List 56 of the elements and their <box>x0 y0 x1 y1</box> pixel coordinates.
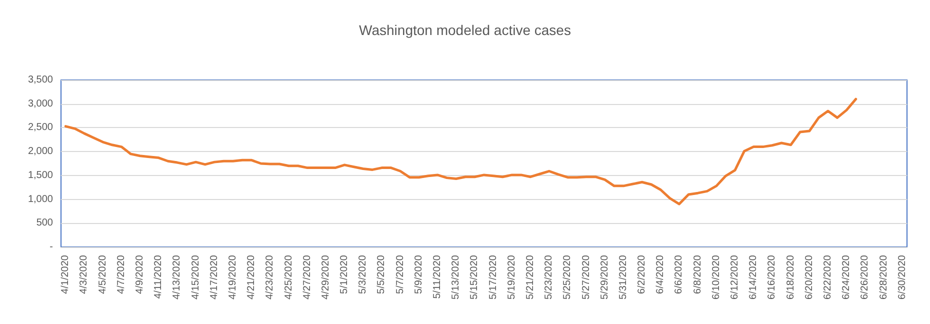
x-tick-label: 4/29/2020 <box>320 254 332 300</box>
x-tick-label: 4/5/2020 <box>97 254 108 294</box>
x-tick-label: 5/5/2020 <box>376 254 388 294</box>
x-tick-label: 5/29/2020 <box>599 254 610 300</box>
x-tick-label: 6/30/2020 <box>896 254 908 300</box>
y-tick-label: 2,000 <box>28 146 54 158</box>
x-tick-label: 6/10/2020 <box>710 254 722 300</box>
x-tick-label: 5/9/2020 <box>413 254 424 294</box>
x-tick-label: 5/1/2020 <box>339 254 350 294</box>
x-tick-label: 5/21/2020 <box>524 254 536 300</box>
x-tick-label: 6/26/2020 <box>860 254 871 300</box>
x-tick-label: 6/14/2020 <box>748 254 760 300</box>
x-tick-label: 5/3/2020 <box>358 254 369 294</box>
x-tick-label: 4/1/2020 <box>60 254 72 294</box>
x-tick-label: 5/25/2020 <box>562 254 574 300</box>
x-tick-label: 4/23/2020 <box>264 254 276 300</box>
x-tick-label: 4/11/2020 <box>153 254 164 299</box>
x-tick-label: 5/13/2020 <box>450 254 462 300</box>
x-tick-label: 5/23/2020 <box>544 254 555 300</box>
x-tick-label: 6/28/2020 <box>878 254 890 300</box>
x-tick-label: 4/13/2020 <box>172 254 183 300</box>
y-tick-label: 3,000 <box>28 98 54 110</box>
y-tick-label: 1,000 <box>28 194 54 205</box>
x-tick-label: 5/11/2020 <box>432 254 444 299</box>
x-tick-label: 5/31/2020 <box>618 254 629 300</box>
x-tick-label: 4/21/2020 <box>246 254 258 300</box>
x-tick-label: 5/17/2020 <box>488 254 499 300</box>
y-tick-label: 500 <box>36 218 54 229</box>
x-tick-label: 4/17/2020 <box>208 254 220 300</box>
x-tick-label: 5/15/2020 <box>469 254 480 300</box>
x-tick-label: 6/16/2020 <box>766 254 778 300</box>
x-tick-label: 6/20/2020 <box>804 254 815 300</box>
x-tick-label: 6/18/2020 <box>785 254 796 300</box>
x-tick-label: 6/24/2020 <box>841 254 852 300</box>
x-tick-label: 4/19/2020 <box>227 254 238 300</box>
x-tick-label: 6/2/2020 <box>636 254 648 294</box>
x-tick-label: 4/25/2020 <box>283 254 294 300</box>
x-tick-label: 5/7/2020 <box>394 254 406 294</box>
chart-title: Washington modeled active cases <box>359 22 571 38</box>
x-tick-label: 4/9/2020 <box>134 254 146 294</box>
x-tick-label: 6/6/2020 <box>674 254 685 294</box>
x-tick-label: 4/27/2020 <box>302 254 313 300</box>
x-tick-label: 4/3/2020 <box>78 254 90 294</box>
x-tick-label: 5/19/2020 <box>506 254 518 300</box>
x-tick-label: 6/12/2020 <box>730 254 741 300</box>
x-tick-label: 6/4/2020 <box>655 254 666 294</box>
x-tick-label: 4/15/2020 <box>190 254 202 300</box>
x-tick-label: 5/27/2020 <box>580 254 592 300</box>
y-tick-label: 2,500 <box>28 122 54 134</box>
y-tick-label: 3,500 <box>28 74 54 86</box>
x-tick-label: 4/7/2020 <box>116 254 127 294</box>
x-tick-label: 6/22/2020 <box>822 254 834 300</box>
y-tick-label: 1,500 <box>28 170 54 181</box>
x-tick-label: 6/8/2020 <box>692 254 704 294</box>
y-tick-label: - <box>50 242 53 252</box>
line-series <box>64 98 858 206</box>
